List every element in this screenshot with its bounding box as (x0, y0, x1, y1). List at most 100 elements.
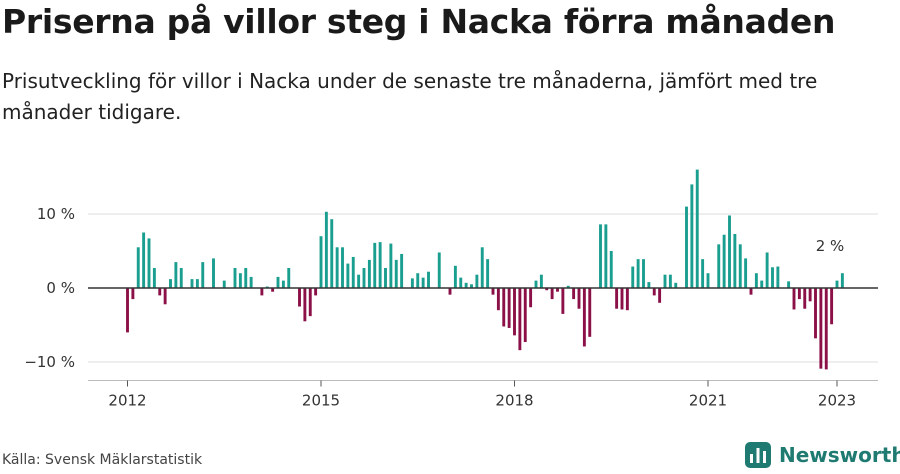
bar-chart: 10 % 0 % −10 % 2012 2015 2018 2021 2023 2 % (24, 169, 878, 410)
bar (518, 288, 522, 351)
bar (179, 268, 183, 288)
bar (201, 262, 205, 288)
bar (577, 288, 581, 309)
bar (814, 288, 817, 339)
bar (566, 285, 570, 288)
bar (384, 268, 387, 288)
y-tick-label: −10 % (24, 353, 75, 371)
bar (760, 280, 764, 288)
bar (174, 262, 178, 288)
x-tick-label: 2018 (495, 392, 533, 410)
bar (233, 268, 237, 288)
y-tick-label: 0 % (46, 279, 75, 297)
bar (744, 258, 748, 288)
brand-name: Newsworthy (779, 443, 900, 467)
bar (787, 281, 791, 288)
bar (728, 215, 731, 288)
bar (733, 233, 737, 288)
bar (459, 277, 463, 288)
bar (572, 288, 576, 300)
bar (346, 263, 350, 288)
bar (609, 251, 613, 288)
grid-layer (88, 213, 878, 381)
chart-subtitle: Prisutveckling för villor i Nacka under … (2, 69, 818, 124)
bar (448, 288, 452, 295)
bar (722, 234, 726, 288)
bar (830, 288, 834, 325)
last-value-annotation: 2 % (816, 237, 845, 255)
bar (491, 288, 495, 295)
bar (486, 259, 490, 288)
bar (126, 288, 129, 333)
bar (529, 288, 533, 308)
bar (771, 267, 774, 288)
bar (599, 224, 602, 288)
bar (389, 243, 393, 288)
bar (642, 259, 645, 288)
bar (534, 280, 538, 288)
bar (351, 256, 355, 288)
bar (136, 247, 140, 288)
bar (824, 288, 828, 370)
bar (416, 273, 420, 288)
bar (190, 279, 194, 288)
bar (314, 288, 318, 296)
bar (765, 252, 769, 288)
bar (276, 276, 280, 288)
bar (582, 288, 586, 347)
axis-layer: 10 % 0 % −10 % 2012 2015 2018 2021 2023 (24, 205, 878, 410)
bar (513, 288, 516, 336)
bar (373, 242, 377, 288)
bar (378, 242, 382, 288)
bar (690, 184, 694, 288)
bar (647, 282, 651, 288)
bar (561, 288, 565, 314)
bar (652, 288, 656, 296)
bar (142, 232, 146, 288)
bar (706, 273, 710, 288)
bar (754, 273, 758, 288)
bar (394, 259, 398, 288)
bar (287, 268, 291, 288)
bar (147, 238, 151, 288)
bar (658, 288, 662, 303)
bar (674, 282, 678, 288)
bar (835, 280, 839, 288)
bar (545, 288, 549, 291)
bar (249, 276, 253, 288)
bar (308, 288, 312, 317)
bar (453, 265, 457, 288)
bar (797, 288, 801, 300)
bar (410, 278, 414, 288)
bar (324, 211, 328, 288)
bar (367, 259, 371, 288)
bar (507, 288, 511, 328)
bar (271, 288, 275, 292)
bar (335, 247, 339, 288)
bar (169, 279, 172, 288)
bar (152, 268, 156, 288)
bar (685, 206, 688, 288)
bar (163, 288, 167, 305)
bar (620, 288, 624, 310)
bar (636, 259, 640, 288)
bar (244, 268, 248, 288)
bar (303, 288, 307, 322)
source-credit: Källa: Svensk Mäklarstatistik (2, 452, 203, 468)
bar (281, 280, 285, 288)
bar (195, 279, 199, 288)
bar (738, 244, 742, 288)
bar (631, 266, 635, 288)
bar-chart-logo-icon (745, 442, 771, 468)
bar (717, 244, 721, 288)
x-tick-label: 2015 (302, 392, 340, 410)
bar (803, 288, 807, 309)
bar (222, 280, 226, 288)
bar (480, 247, 484, 288)
bar (238, 273, 242, 288)
x-tick-label: 2023 (818, 392, 856, 410)
bar (496, 288, 500, 311)
bar (668, 274, 672, 288)
bar (475, 274, 479, 288)
bar (437, 252, 441, 288)
